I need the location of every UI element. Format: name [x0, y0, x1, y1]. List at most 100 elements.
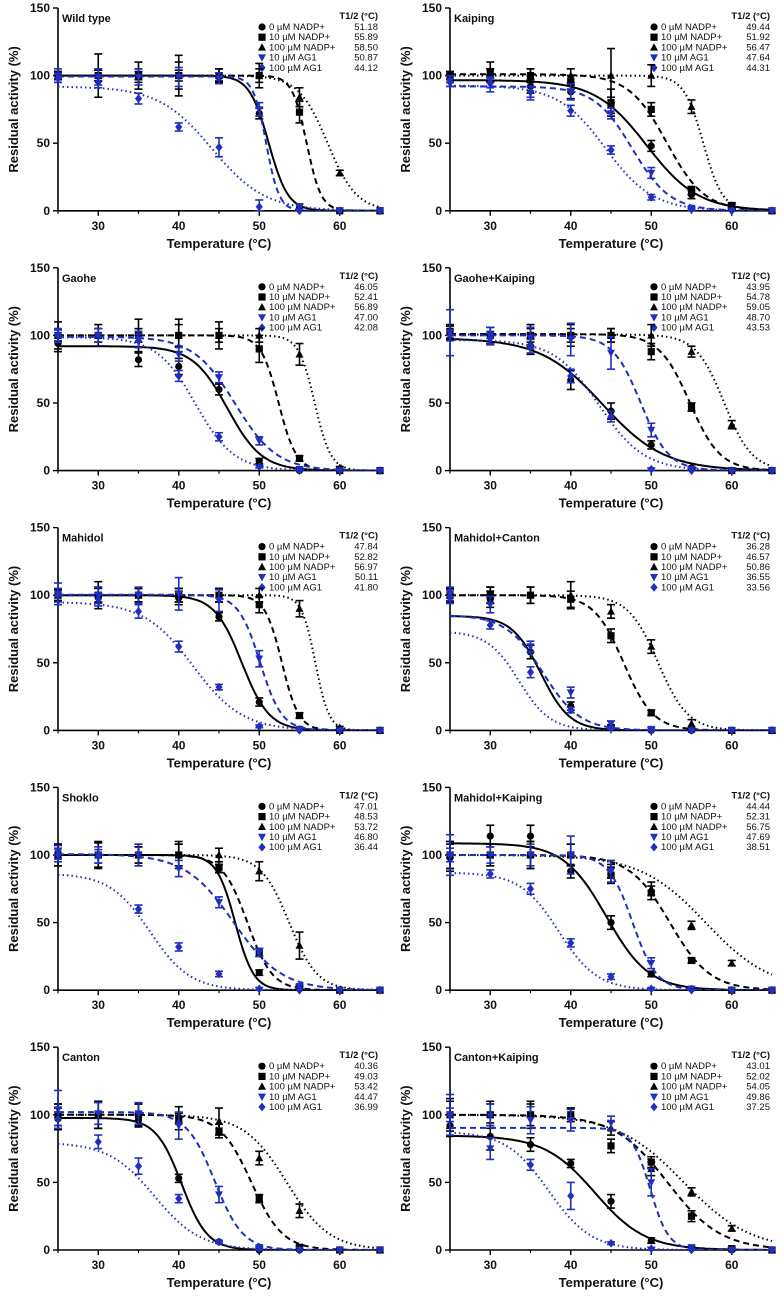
t-half-value: 54.05	[746, 1082, 770, 1093]
legend-marker	[650, 543, 658, 551]
series-4	[54, 587, 384, 735]
y-tick-label: 50	[37, 656, 51, 670]
x-axis-label: Temperature (°C)	[559, 236, 664, 251]
data-point	[607, 110, 615, 118]
data-point	[446, 592, 454, 601]
data-point	[255, 331, 264, 339]
panel-shoklo: 0 50 100 150 30 40 50 60 Temperature (°C) Residua…	[6, 780, 384, 1030]
series-fit-line	[450, 1131, 772, 1250]
x-tick-label: 40	[564, 1258, 578, 1272]
t-half-value: 47.00	[354, 312, 378, 323]
y-tick-label: 0	[43, 204, 50, 218]
legend-label: 100 µM NADP+	[269, 302, 336, 313]
data-point	[215, 75, 223, 83]
legend-marker	[258, 802, 266, 811]
x-tick-label: 50	[253, 479, 267, 493]
data-point	[526, 851, 535, 860]
t-half-value: 56.47	[746, 42, 770, 53]
data-point	[567, 1159, 575, 1168]
y-tick-label: 50	[429, 1175, 443, 1189]
panel-kaiping: 0 50 100 150 30 40 50 60 Temperature (°C) Residua…	[398, 1, 776, 251]
data-point	[486, 832, 494, 840]
y-tick-label: 0	[435, 204, 442, 218]
x-axis-label: Temperature (°C)	[167, 755, 272, 770]
data-point	[566, 336, 575, 344]
y-tick-label: 100	[30, 1108, 50, 1122]
x-tick-label: 40	[172, 1258, 186, 1272]
data-point	[446, 850, 454, 860]
t-half-value: 42.08	[354, 323, 378, 334]
panel-title: Gaohe+Kaiping	[454, 273, 535, 285]
y-axis-label: Residual activity (%)	[398, 826, 413, 952]
data-point	[687, 719, 696, 727]
series-fit-line	[58, 601, 380, 731]
t-half-value: 36.55	[746, 572, 770, 583]
data-point	[255, 949, 264, 957]
data-point	[175, 642, 183, 651]
data-point	[526, 87, 535, 97]
x-tick-label: 40	[564, 219, 578, 233]
panel-title: Mahidol+Canton	[454, 533, 540, 545]
x-tick-label: 40	[172, 998, 186, 1012]
data-point	[175, 942, 183, 952]
data-point	[295, 985, 304, 995]
legend-label: 100 µM NADP+	[269, 42, 336, 53]
panel-title: Mahidol+Kaiping	[454, 792, 542, 804]
series-fit-line	[450, 631, 772, 731]
data-point	[687, 921, 696, 929]
data-point	[255, 1153, 264, 1162]
data-point	[566, 71, 575, 79]
y-axis-label: Residual activity (%)	[6, 46, 21, 172]
legend-label: 100 µM AG1	[661, 63, 714, 74]
data-point	[175, 122, 183, 132]
data-point	[295, 1245, 304, 1255]
legend-marker	[258, 283, 266, 291]
data-point	[255, 969, 263, 977]
x-tick-label: 30	[484, 479, 498, 493]
data-point	[94, 1110, 103, 1118]
data-point	[567, 705, 575, 715]
data-point	[728, 726, 736, 735]
data-point	[215, 432, 223, 442]
x-tick-label: 40	[564, 998, 578, 1012]
y-tick-label: 100	[422, 588, 442, 602]
legend-marker	[650, 43, 658, 51]
data-point	[728, 466, 736, 475]
legend-marker	[650, 842, 658, 852]
data-point	[134, 592, 143, 600]
legend-label: 100 µM AG1	[661, 582, 714, 593]
x-tick-label: 50	[253, 998, 267, 1012]
legend-marker	[650, 33, 658, 41]
t-half-value: 33.56	[746, 582, 770, 593]
y-tick-label: 50	[37, 136, 51, 150]
y-tick-label: 150	[422, 780, 442, 794]
x-tick-label: 40	[564, 738, 578, 752]
t-half-value: 59.05	[746, 302, 770, 313]
y-tick-label: 100	[422, 1108, 442, 1122]
y-axis-label: Residual activity (%)	[6, 566, 21, 692]
x-tick-label: 50	[645, 219, 659, 233]
data-point	[295, 93, 304, 101]
data-point	[486, 77, 494, 87]
series-fit-line	[58, 334, 381, 471]
series-3	[54, 327, 384, 475]
data-point	[647, 709, 655, 717]
legend-marker	[258, 293, 266, 301]
panel-title: Mahidol	[62, 533, 104, 545]
series-fit-line	[450, 854, 772, 991]
legend-marker	[258, 553, 266, 561]
y-tick-label: 100	[422, 328, 442, 342]
data-point	[255, 1195, 263, 1203]
legend-label: 100 µM NADP+	[269, 562, 336, 573]
data-point	[174, 850, 183, 859]
legend-marker	[650, 833, 658, 842]
data-point	[54, 1106, 62, 1114]
data-point	[567, 938, 575, 948]
data-point	[134, 336, 143, 346]
t-half-value: 58.50	[354, 42, 378, 53]
legend-label: 100 µM AG1	[269, 63, 322, 74]
t-half-value: 47.69	[746, 832, 770, 843]
data-point	[607, 868, 615, 876]
legend-label: 0 µM NADP+	[661, 22, 717, 33]
panel-title: Gaohe	[62, 273, 96, 285]
